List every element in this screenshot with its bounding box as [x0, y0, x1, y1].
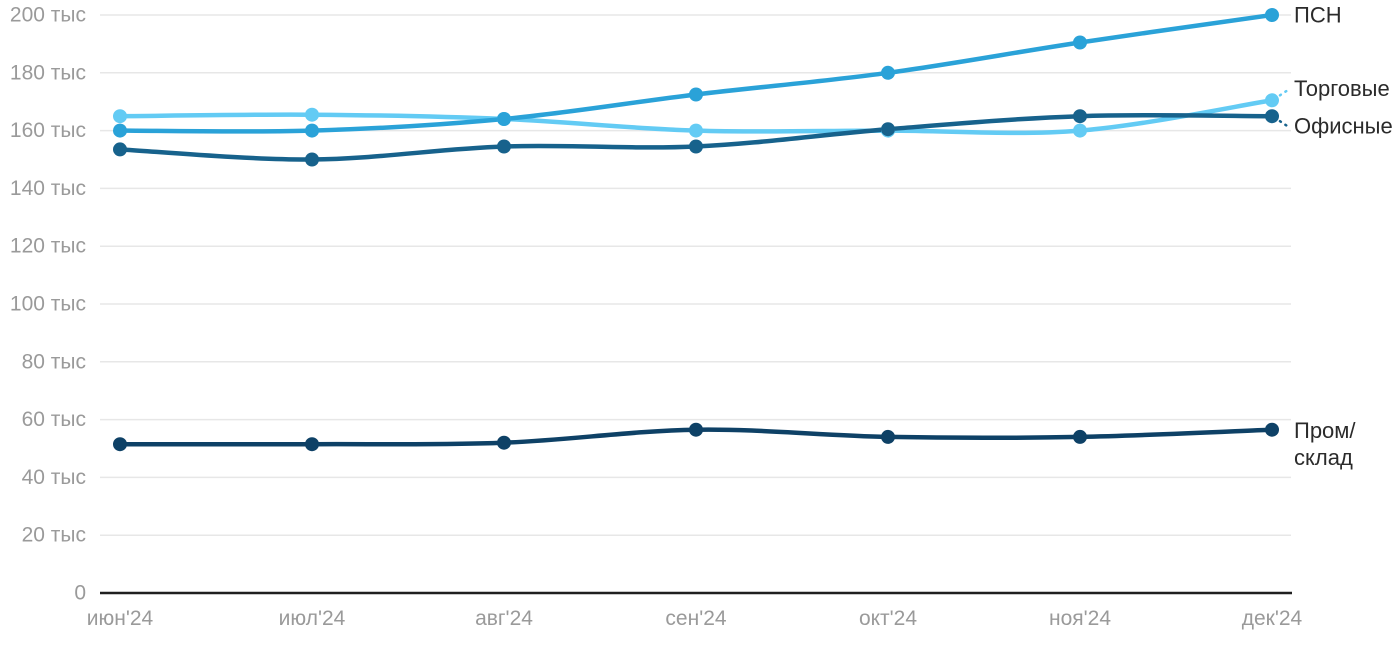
data-point-prom-sklad-3[interactable]	[689, 422, 703, 437]
data-point-psn-5[interactable]	[1073, 35, 1087, 50]
data-point-torgovye-6[interactable]	[1265, 93, 1279, 108]
data-points	[113, 8, 1279, 452]
data-point-prom-sklad-4[interactable]	[881, 429, 895, 444]
data-point-ofisnye-5[interactable]	[1073, 109, 1087, 124]
leader-line-ofisnye	[1278, 119, 1291, 129]
y-tick-label: 60 тыс	[22, 408, 86, 431]
y-tick-label: 140 тыс	[10, 177, 86, 200]
series-label-prom-sklad-line2: склад	[1294, 445, 1353, 470]
y-tick-label: 200 тыс	[10, 4, 86, 27]
data-point-ofisnye-4[interactable]	[881, 122, 895, 137]
data-point-prom-sklad-0[interactable]	[113, 437, 127, 452]
series-lines	[117, 12, 1275, 447]
series-label-torgovye: Торговые	[1294, 76, 1390, 101]
data-point-torgovye-3[interactable]	[689, 123, 703, 138]
data-point-ofisnye-3[interactable]	[689, 139, 703, 154]
series-labels: Торговые ПСН Офисные Пром/склад	[1294, 3, 1393, 471]
series-label-psn: ПСН	[1294, 3, 1342, 28]
y-tick-label: 180 тыс	[10, 61, 86, 84]
y-axis-labels: 0 20 тыс 40 тыс 60 тыс 80 тыс 100 тыс 120 тыс 1…	[10, 4, 86, 605]
data-point-torgovye-0[interactable]	[113, 109, 127, 124]
data-point-torgovye-5[interactable]	[1073, 123, 1087, 138]
x-tick-label: июн'24	[87, 607, 154, 630]
x-tick-label: ноя'24	[1049, 607, 1111, 630]
data-point-torgovye-1[interactable]	[305, 107, 319, 122]
y-tick-label: 80 тыс	[22, 350, 86, 373]
data-point-psn-3[interactable]	[689, 87, 703, 102]
x-axis-labels: июн'24 июл'24 авг'24 сен'24 окт'24 ноя'24 дек'…	[87, 607, 1303, 630]
leader-lines	[1278, 88, 1291, 129]
y-tick-label: 20 тыс	[22, 524, 86, 547]
data-point-psn-4[interactable]	[881, 65, 895, 80]
data-point-psn-0[interactable]	[113, 123, 127, 138]
y-tick-label: 100 тыс	[10, 293, 86, 316]
data-point-ofisnye-0[interactable]	[113, 142, 127, 157]
x-tick-label: дек'24	[1242, 607, 1303, 630]
y-tick-label: 40 тыс	[22, 466, 86, 489]
data-point-prom-sklad-5[interactable]	[1073, 429, 1087, 444]
data-point-ofisnye-1[interactable]	[305, 152, 319, 167]
y-tick-label: 0	[74, 582, 86, 605]
data-point-ofisnye-2[interactable]	[497, 139, 511, 154]
x-tick-label: окт'24	[859, 607, 917, 630]
series-label-ofisnye: Офисные	[1294, 114, 1393, 139]
data-point-prom-sklad-1[interactable]	[305, 437, 319, 452]
data-point-psn-6[interactable]	[1265, 8, 1279, 22]
series-label-prom-sklad-line1: Пром/	[1294, 418, 1356, 443]
x-tick-label: авг'24	[475, 607, 533, 630]
x-tick-label: июл'24	[279, 607, 346, 630]
data-point-prom-sklad-6[interactable]	[1265, 422, 1279, 437]
y-tick-label: 160 тыс	[10, 119, 86, 142]
data-point-prom-sklad-2[interactable]	[497, 435, 511, 450]
data-point-psn-2[interactable]	[497, 112, 511, 126]
x-tick-label: сен'24	[665, 607, 726, 630]
leader-line-torgovye	[1278, 88, 1291, 97]
gridlines	[100, 14, 1291, 536]
data-point-psn-1[interactable]	[305, 123, 319, 138]
y-tick-label: 120 тыс	[10, 235, 86, 258]
data-point-ofisnye-6[interactable]	[1265, 109, 1279, 124]
